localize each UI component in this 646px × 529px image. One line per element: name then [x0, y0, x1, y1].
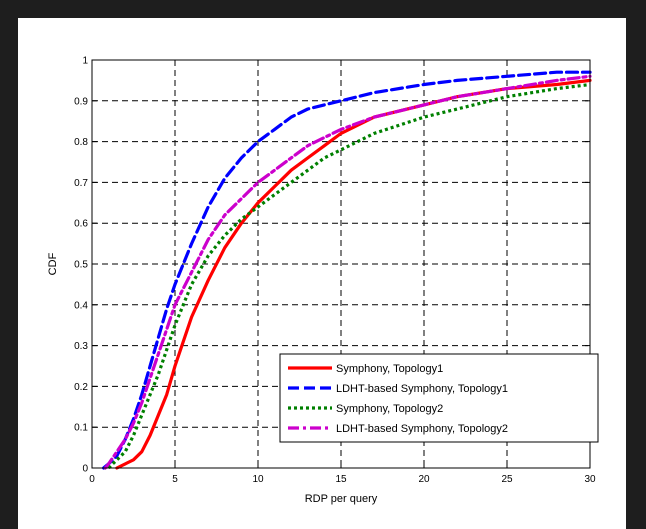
- legend-label-1: Symphony, Topology1: [336, 363, 443, 375]
- cdf-chart: 0 5 10 15 20 25 30 0 0.1 0.2 0.3 0.4 0.5 0.6 0.7 0.8 0.9…: [47, 56, 599, 505]
- y-tick-label: 0.8: [74, 137, 88, 148]
- legend-label-4: LDHT-based Symphony, Topology2: [336, 423, 508, 435]
- legend-label-2: LDHT-based Symphony, Topology1: [336, 383, 508, 395]
- x-tick-label: 10: [252, 474, 264, 485]
- figure-page: 0 5 10 15 20 25 30 0 0.1 0.2 0.3 0.4 0.5 0.6 0.7 0.8 0.9…: [18, 18, 626, 529]
- legend-items: Symphony, Topology1 LDHT-based Symphony, …: [288, 363, 508, 435]
- y-tick-label: 0.4: [74, 300, 88, 311]
- y-tick-label: 0.6: [74, 219, 88, 230]
- y-tick-label: 0.9: [74, 96, 88, 107]
- y-tick-label: 0.1: [74, 423, 88, 434]
- series-line-2: [101, 70, 592, 470]
- series-lines: [101, 70, 592, 470]
- x-tick-label: 20: [418, 474, 430, 485]
- legend-box: [279, 353, 599, 443]
- series-line-4: [103, 74, 592, 470]
- x-tick-label: 30: [584, 474, 596, 485]
- axis-ticks: 0 5 10 15 20 25 30 0 0.1 0.2 0.3 0.4 0.5 0.6 0.7 0.8 0.9…: [74, 56, 596, 486]
- y-tick-label: 0.3: [74, 341, 88, 352]
- y-tick-label: 0.2: [74, 382, 88, 393]
- x-axis-label: RDP per query: [305, 493, 378, 505]
- x-tick-label: 15: [335, 474, 347, 485]
- y-tick-label: 0.7: [74, 178, 88, 189]
- x-tick-label: 25: [501, 474, 513, 485]
- x-tick-label: 0: [89, 474, 95, 485]
- y-tick-label: 0: [82, 464, 88, 475]
- y-axis-label: CDF: [47, 252, 59, 275]
- y-tick-label: 1: [82, 56, 88, 67]
- y-tick-label: 0.5: [74, 260, 88, 271]
- legend: Symphony, Topology1 LDHT-based Symphony, …: [279, 353, 599, 443]
- x-tick-label: 5: [172, 474, 178, 485]
- legend-label-3: Symphony, Topology2: [336, 403, 443, 415]
